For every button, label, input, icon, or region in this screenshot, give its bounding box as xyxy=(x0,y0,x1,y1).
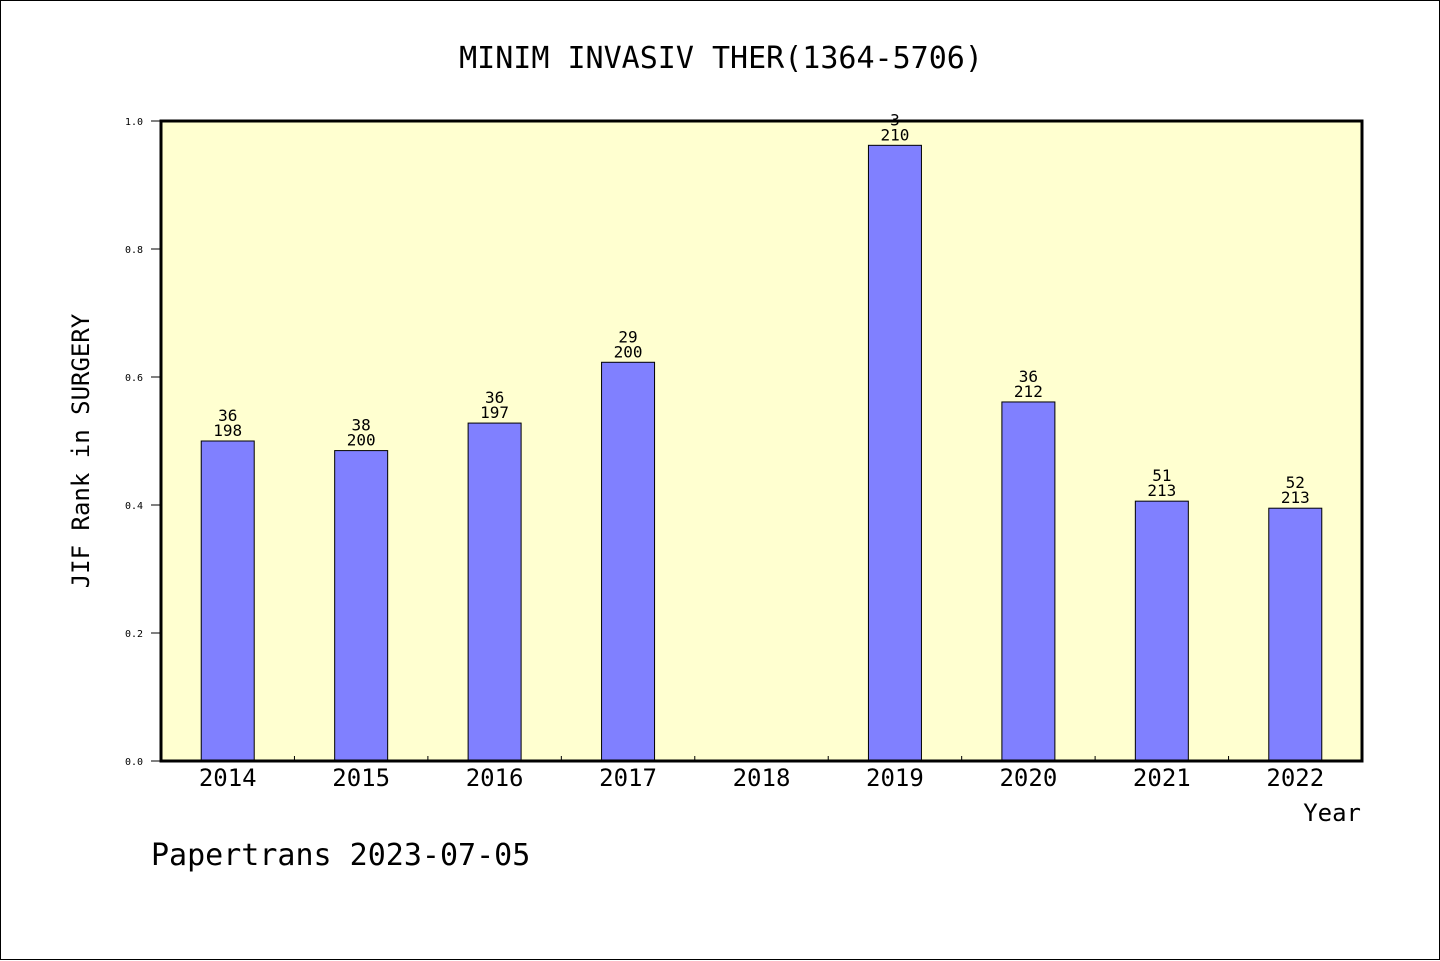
y-tick-label: 0.8 xyxy=(125,245,143,256)
x-tick-label-2019: 2019 xyxy=(866,764,924,792)
x-tick-label-2022: 2022 xyxy=(1266,764,1324,792)
bar-2021 xyxy=(1134,500,1189,762)
chart-title: MINIM INVASIV THER(1364-5706) xyxy=(459,41,983,76)
y-tick-label: 0.0 xyxy=(125,757,143,768)
x-tick-label-2016: 2016 xyxy=(466,764,524,792)
total-label-2019: 210 xyxy=(880,125,909,144)
rank-label-2015: 38 xyxy=(352,416,371,435)
bar-2015 xyxy=(334,450,389,762)
plot-border xyxy=(159,119,1364,763)
y-tick-label: 0.4 xyxy=(125,501,143,512)
x-axis: 2014 2015 2016 2017 2018 2019 2020 2021 2022 xyxy=(199,756,1324,792)
y-axis: 0.0 0.2 0.4 0.6 0.8 1.0 xyxy=(125,117,161,768)
bar-2014 xyxy=(200,440,255,762)
bar-2017 xyxy=(601,361,656,762)
y-tick-label: 1.0 xyxy=(125,117,143,128)
x-tick-label-2014: 2014 xyxy=(199,764,257,792)
bar-2022 xyxy=(1268,507,1323,762)
rank-label-2020: 36 xyxy=(1019,367,1038,386)
rank-label-2014: 36 xyxy=(218,406,237,425)
total-label-2016: 197 xyxy=(480,403,509,422)
x-tick-label-2015: 2015 xyxy=(332,764,390,792)
rank-label-2016: 36 xyxy=(485,388,504,407)
bar-2016 xyxy=(467,422,522,762)
x-tick-label-2018: 2018 xyxy=(733,764,791,792)
y-axis-label: JIF Rank in SURGERY xyxy=(67,313,95,588)
bar-2019 xyxy=(867,144,922,762)
bar-2020 xyxy=(1001,401,1056,762)
total-label-2021: 213 xyxy=(1147,481,1176,500)
rank-label-2022: 52 xyxy=(1286,473,1305,492)
bars-layer xyxy=(200,144,1323,762)
total-label-2022: 213 xyxy=(1281,488,1310,507)
rank-label-2017: 29 xyxy=(618,327,637,346)
rank-label-2021: 51 xyxy=(1152,466,1171,485)
total-label-2020: 212 xyxy=(1014,382,1043,401)
x-tick-label-2021: 2021 xyxy=(1133,764,1191,792)
x-tick-label-2017: 2017 xyxy=(599,764,657,792)
x-axis-label: Year xyxy=(1303,799,1361,827)
total-label-2015: 200 xyxy=(347,431,376,450)
x-tick-label-2020: 2020 xyxy=(999,764,1057,792)
y-tick-label: 0.6 xyxy=(125,373,143,384)
footer-text: Papertrans 2023-07-05 xyxy=(151,838,530,873)
total-label-2014: 198 xyxy=(213,421,242,440)
y-tick-label: 0.2 xyxy=(125,629,143,640)
total-label-2017: 200 xyxy=(614,342,643,361)
